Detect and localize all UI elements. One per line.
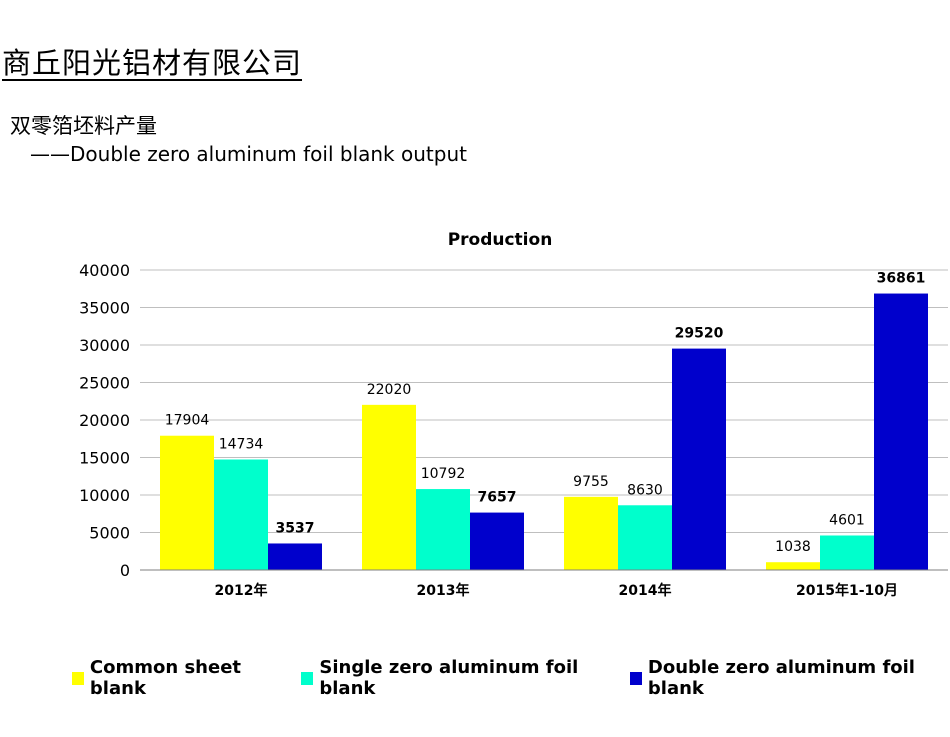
bar xyxy=(416,489,470,570)
x-tick-label: 2012年 xyxy=(215,582,268,599)
subtitle-english: ——Double zero aluminum foil blank output xyxy=(30,142,467,166)
data-label: 1038 xyxy=(775,539,811,555)
bar xyxy=(214,459,268,570)
subtitle-chinese: 双零箔坯料产量 xyxy=(10,114,157,138)
bar xyxy=(618,505,672,570)
x-tick-label: 2013年 xyxy=(417,582,470,599)
y-tick-label: 0 xyxy=(120,561,130,580)
y-tick-label: 40000 xyxy=(79,261,130,280)
legend-swatch-single-zero xyxy=(301,671,314,685)
y-tick-label: 10000 xyxy=(79,486,130,505)
data-label: 4601 xyxy=(829,512,865,528)
bar xyxy=(766,562,820,570)
bar xyxy=(362,404,416,570)
bar xyxy=(160,435,214,570)
data-label: 17904 xyxy=(165,413,210,429)
data-label: 22020 xyxy=(367,382,412,398)
legend-swatch-double-zero xyxy=(629,671,642,685)
data-label: 7657 xyxy=(478,490,517,506)
bar xyxy=(470,512,524,570)
data-label: 14734 xyxy=(219,436,264,452)
y-tick-label: 30000 xyxy=(79,336,130,355)
bar xyxy=(268,543,322,570)
y-tick-label: 5000 xyxy=(89,524,130,543)
data-label: 10792 xyxy=(421,466,466,482)
company-name: 商丘阳光铝材有限公司 xyxy=(2,46,303,80)
x-tick-label: 2015年1-10月 xyxy=(796,582,898,599)
legend-swatch-common xyxy=(72,671,84,685)
legend-item-common: Common sheet blank xyxy=(72,657,285,699)
legend-item-single-zero: Single zero aluminum foil blank xyxy=(301,657,614,699)
data-label: 36861 xyxy=(877,271,926,287)
y-tick-label: 35000 xyxy=(79,299,130,318)
data-label: 9755 xyxy=(573,474,609,490)
chart-title: Production xyxy=(448,230,553,250)
bar xyxy=(672,348,726,570)
y-tick-label: 20000 xyxy=(79,411,130,430)
bar xyxy=(820,535,874,570)
x-tick-label: 2014年 xyxy=(619,582,672,599)
y-tick-label: 25000 xyxy=(79,374,130,393)
y-tick-label: 15000 xyxy=(79,449,130,468)
data-label: 3537 xyxy=(276,520,315,536)
legend-label-single-zero: Single zero aluminum foil blank xyxy=(319,657,579,699)
legend-item-double-zero: Double zero aluminum foil blank xyxy=(629,657,950,699)
bar xyxy=(874,293,928,570)
legend-label-common: Common sheet blank xyxy=(89,657,242,699)
legend-label-double-zero: Double zero aluminum foil blank xyxy=(647,657,915,699)
chart-legend: Common sheet blank Single zero aluminum … xyxy=(72,657,950,699)
data-label: 29520 xyxy=(675,326,724,342)
data-label: 8630 xyxy=(627,482,663,498)
bar xyxy=(564,496,618,570)
